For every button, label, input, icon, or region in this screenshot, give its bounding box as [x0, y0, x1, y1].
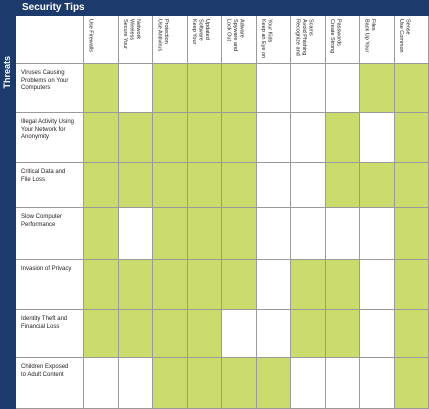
column-header: Use Common Sense: [394, 16, 429, 64]
column-header: Keep an Eye on Your Kids: [256, 16, 291, 64]
checked-cell: [360, 163, 395, 208]
checked-cell: [394, 260, 429, 310]
checked-cell: [394, 358, 429, 409]
checked-cell: [325, 310, 360, 358]
checked-cell: [153, 163, 188, 208]
column-header: Use Firewalls: [84, 16, 119, 64]
checked-cell: [222, 64, 257, 113]
empty-cell: [256, 64, 291, 113]
row-header: Viruses Causing Problems on Your Compute…: [16, 64, 84, 113]
checked-cell: [187, 163, 222, 208]
empty-cell: [360, 310, 395, 358]
checked-cell: [118, 163, 153, 208]
empty-cell: [325, 64, 360, 113]
checked-cell: [256, 358, 291, 409]
side-label: Threats: [2, 56, 12, 89]
row-header: Slow Computer Performance: [16, 208, 84, 260]
empty-cell: [222, 310, 257, 358]
empty-cell: [84, 358, 119, 409]
checked-cell: [325, 260, 360, 310]
empty-cell: [291, 163, 326, 208]
side-bar: Threats: [0, 16, 16, 409]
title-bar: Security Tips: [0, 0, 429, 16]
checked-cell: [187, 208, 222, 260]
row-header: Identity Theft and Financial Loss: [16, 310, 84, 358]
checked-cell: [84, 310, 119, 358]
empty-cell: [118, 358, 153, 409]
checked-cell: [394, 208, 429, 260]
empty-cell: [325, 208, 360, 260]
empty-cell: [256, 310, 291, 358]
checked-cell: [84, 64, 119, 113]
checked-cell: [153, 260, 188, 310]
checked-cell: [222, 113, 257, 163]
checked-cell: [153, 208, 188, 260]
corner: [16, 16, 84, 64]
checked-cell: [360, 64, 395, 113]
empty-cell: [291, 208, 326, 260]
checked-cell: [118, 260, 153, 310]
checked-cell: [222, 208, 257, 260]
empty-cell: [256, 163, 291, 208]
empty-cell: [325, 358, 360, 409]
checked-cell: [187, 64, 222, 113]
empty-cell: [291, 113, 326, 163]
checked-cell: [84, 260, 119, 310]
checked-cell: [291, 310, 326, 358]
row-header: Illegal Activity Using Your Network for …: [16, 113, 84, 163]
checked-cell: [84, 163, 119, 208]
checked-cell: [222, 163, 257, 208]
checked-cell: [153, 64, 188, 113]
empty-cell: [256, 208, 291, 260]
checked-cell: [84, 208, 119, 260]
column-header: Back Up Your Files: [360, 16, 395, 64]
column-header: Lock Out Spyware and Adware: [222, 16, 257, 64]
checked-cell: [291, 260, 326, 310]
checked-cell: [153, 113, 188, 163]
column-header: Recognize and Avoid Phishing Scams: [291, 16, 326, 64]
checked-cell: [187, 310, 222, 358]
checked-cell: [222, 260, 257, 310]
checked-cell: [153, 358, 188, 409]
empty-cell: [118, 64, 153, 113]
empty-cell: [360, 208, 395, 260]
row-header: Critical Data and File Loss: [16, 163, 84, 208]
column-header: Create Strong Passwords: [325, 16, 360, 64]
checked-cell: [394, 113, 429, 163]
empty-cell: [360, 113, 395, 163]
empty-cell: [291, 64, 326, 113]
row-header: Children Exposed to Adult Content: [16, 358, 84, 409]
empty-cell: [118, 208, 153, 260]
empty-cell: [360, 358, 395, 409]
row-header: Invasion of Privacy: [16, 260, 84, 310]
column-header: Keep Your Software Updated: [187, 16, 222, 64]
checked-cell: [84, 113, 119, 163]
checked-cell: [394, 64, 429, 113]
empty-cell: [291, 358, 326, 409]
checked-cell: [187, 358, 222, 409]
empty-cell: [256, 260, 291, 310]
checked-cell: [153, 310, 188, 358]
checked-cell: [118, 113, 153, 163]
checked-cell: [222, 358, 257, 409]
column-header: Secure Your Wireless Network: [118, 16, 153, 64]
checked-cell: [187, 113, 222, 163]
checked-cell: [394, 310, 429, 358]
checked-cell: [187, 260, 222, 310]
checked-cell: [394, 163, 429, 208]
checked-cell: [325, 163, 360, 208]
checked-cell: [118, 310, 153, 358]
checked-cell: [325, 113, 360, 163]
empty-cell: [360, 260, 395, 310]
empty-cell: [256, 113, 291, 163]
column-header: Use Antivirus Protection: [153, 16, 188, 64]
